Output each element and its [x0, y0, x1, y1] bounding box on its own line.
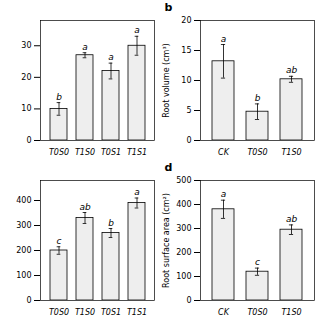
svg-text:c: c — [57, 236, 62, 246]
svg-text:0: 0 — [26, 296, 31, 305]
svg-text:400: 400 — [16, 196, 31, 205]
svg-text:a: a — [221, 189, 227, 199]
svg-text:T0S0: T0S0 — [247, 308, 267, 317]
svg-text:Root surface area (cm²): Root surface area (cm²) — [162, 193, 171, 288]
svg-text:30: 30 — [21, 41, 31, 50]
svg-text:c: c — [255, 257, 260, 267]
svg-text:200: 200 — [176, 248, 191, 257]
svg-text:T0S0: T0S0 — [49, 148, 69, 157]
svg-text:b: b — [255, 93, 261, 103]
svg-text:ab: ab — [286, 65, 298, 75]
svg-text:d: d — [165, 161, 173, 174]
svg-text:200: 200 — [16, 246, 31, 255]
svg-text:a: a — [108, 52, 114, 62]
svg-text:a: a — [134, 25, 140, 35]
svg-text:0: 0 — [186, 136, 191, 145]
svg-text:CK: CK — [218, 148, 230, 157]
svg-text:300: 300 — [176, 224, 191, 233]
svg-text:T0S0: T0S0 — [49, 308, 69, 317]
svg-text:Root volume (cm³): Root volume (cm³) — [162, 43, 171, 118]
svg-text:b: b — [56, 92, 62, 102]
svg-text:500: 500 — [176, 176, 191, 185]
svg-text:ab: ab — [286, 214, 298, 224]
svg-text:100: 100 — [16, 271, 31, 280]
svg-text:a: a — [134, 187, 140, 197]
svg-text:ab: ab — [79, 202, 91, 212]
svg-text:a: a — [221, 34, 227, 44]
svg-text:300: 300 — [16, 221, 31, 230]
svg-text:T1S0: T1S0 — [75, 308, 95, 317]
svg-text:0: 0 — [26, 136, 31, 145]
svg-text:a: a — [82, 42, 88, 52]
svg-text:10: 10 — [181, 76, 191, 85]
svg-text:T1S0: T1S0 — [75, 148, 95, 157]
svg-text:20: 20 — [21, 73, 31, 82]
svg-text:T0S1: T0S1 — [101, 148, 121, 157]
svg-text:10: 10 — [21, 104, 31, 113]
svg-text:0: 0 — [186, 296, 191, 305]
svg-text:T0S0: T0S0 — [247, 148, 267, 157]
svg-text:400: 400 — [176, 200, 191, 209]
svg-text:b: b — [165, 1, 173, 14]
svg-text:15: 15 — [181, 46, 191, 55]
svg-text:100: 100 — [176, 272, 191, 281]
svg-text:T1S1: T1S1 — [127, 308, 147, 317]
svg-text:b: b — [108, 218, 114, 228]
svg-text:T0S1: T0S1 — [101, 308, 121, 317]
svg-text:CK: CK — [218, 308, 230, 317]
svg-text:20: 20 — [181, 16, 191, 25]
svg-text:T1S0: T1S0 — [281, 148, 301, 157]
svg-text:T1S0: T1S0 — [281, 308, 301, 317]
svg-text:T1S1: T1S1 — [127, 148, 147, 157]
svg-text:5: 5 — [186, 106, 191, 115]
